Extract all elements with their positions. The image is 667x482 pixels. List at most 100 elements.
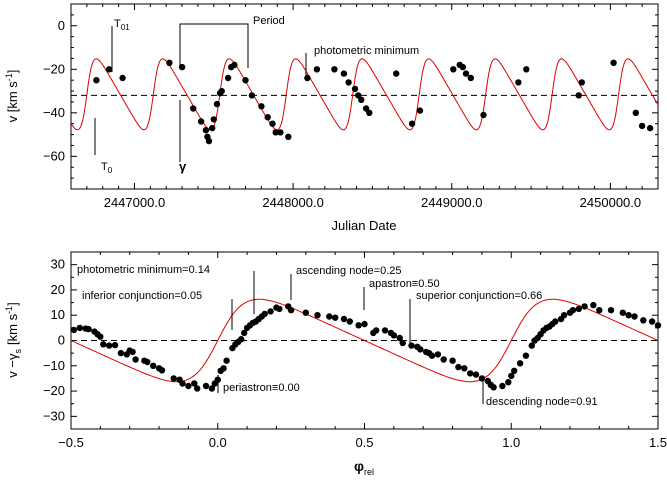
panel2-y-tick-label: −20: [43, 383, 65, 398]
panel2-data-point: [117, 349, 125, 357]
panel2-y-tick-label: 0: [58, 333, 65, 348]
panel1-data-point: [242, 77, 249, 84]
panel1-data-point: [480, 111, 487, 119]
panel1-data-point: [646, 124, 654, 132]
panel2-data-point: [654, 322, 662, 329]
panel1-data-point: [190, 105, 197, 112]
panel2-data-point: [390, 332, 398, 339]
panel2-data-point: [158, 367, 166, 374]
panel1-annotations: T01 T0 Period γ photometric minimum: [94, 15, 419, 175]
panel2-data-point: [326, 313, 333, 320]
panel1-x-axis-label: Julian Date: [331, 218, 396, 233]
panel2-data-point: [267, 308, 274, 315]
panel1-ticks: 2447000.0 2448000.0 2449000.0 2450000.0 0 −20…: [43, 3, 659, 210]
superior-conjunction-label: superior conjunction=0.66: [416, 290, 542, 302]
panel2-data-point: [434, 351, 442, 358]
panel2-data-point: [76, 324, 84, 332]
panel2-x-tick-label: 1.0: [502, 435, 520, 450]
panel2-data-point: [505, 379, 512, 386]
panel2-data-point: [179, 380, 186, 387]
panel1-data-point: [462, 70, 470, 77]
panel1-data-point: [213, 100, 221, 108]
panel2-data-point: [596, 307, 603, 314]
panel1-data-point: [366, 109, 373, 117]
panel2-data-point: [85, 325, 92, 333]
panel2-data-point: [499, 382, 506, 390]
panel2-data-point: [607, 307, 615, 314]
panel1-data-point: [231, 61, 238, 69]
panel1-data-points: [93, 59, 654, 145]
panel2-x-tick-label: −0.5: [58, 435, 84, 450]
period-bracket: [179, 23, 249, 68]
panel1-data-point: [340, 70, 348, 77]
panel2-y-tick-label: 10: [51, 307, 65, 322]
panel1-data-point: [202, 127, 210, 134]
t0-label: T0: [101, 161, 113, 175]
panel2-x-axis-label: φrel: [354, 458, 374, 477]
panel2-data-point: [361, 320, 368, 328]
descending-node-label: descending node=0.91: [486, 396, 598, 408]
panel1-data-point: [272, 129, 279, 136]
panel2-data-point: [191, 380, 198, 387]
panel2-data-point: [261, 310, 268, 318]
panel2-data-point: [287, 307, 295, 314]
panel1-y-tick-label: −60: [43, 148, 65, 163]
panel2-data-points: [70, 301, 662, 392]
panel1-data-point: [515, 79, 522, 86]
panel2-data-point: [194, 385, 201, 392]
panel1-data-point: [304, 74, 311, 82]
panel2-y-tick-label: 30: [51, 257, 65, 272]
panel2-data-point: [508, 372, 515, 380]
panel1-frame: [70, 3, 659, 190]
photometric-minimum-phase-label: photometric minimum=0.14: [77, 264, 210, 276]
panel2-orbit-model-curve: [70, 298, 659, 383]
inferior-conjunction-label: inferior conjunction=0.05: [82, 290, 202, 302]
panel2-data-point: [590, 301, 597, 309]
panel1-data-point: [205, 137, 213, 145]
panel2-data-point: [381, 327, 389, 334]
panel1-data-point: [467, 74, 474, 82]
panel1-data-point: [218, 87, 225, 95]
panel2-data-point: [208, 385, 216, 392]
panel-radial-velocity-vs-julian-date: 2447000.0 2448000.0 2449000.0 2450000.0 0 −20…: [4, 3, 659, 233]
panel2-data-point: [332, 314, 339, 321]
panel2-data-point: [511, 367, 518, 374]
panel2-y-tick-label: 20: [51, 282, 65, 297]
panel1-data-point: [166, 59, 173, 66]
panel2-data-point: [428, 352, 436, 359]
panel2-data-point: [560, 312, 568, 319]
panel1-y-tick-label: −20: [43, 61, 65, 76]
gamma-label: γ: [179, 159, 187, 174]
panel2-data-point: [569, 307, 577, 314]
panel1-data-point: [610, 59, 617, 66]
panel1-data-point: [197, 118, 205, 125]
panel1-data-point: [345, 79, 352, 86]
panel2-data-point: [575, 305, 582, 313]
panel1-data-point: [224, 74, 232, 82]
panel2-data-point: [150, 362, 157, 369]
panel1-data-point: [523, 66, 530, 73]
panel2-data-point: [220, 365, 227, 372]
panel2-data-point: [241, 329, 248, 337]
panel1-data-point: [632, 109, 639, 117]
panel1-y-tick-label: −40: [43, 105, 65, 120]
panel1-data-point: [93, 77, 100, 84]
panel2-data-point: [449, 357, 456, 364]
panel1-data-point: [638, 122, 646, 130]
panel2-data-point: [522, 352, 530, 359]
panel1-data-point: [277, 129, 284, 136]
panel2-data-point: [552, 318, 559, 325]
panel2-data-point: [516, 360, 524, 367]
panel2-data-point: [70, 326, 78, 334]
panel1-x-tick-label: 2448000.0: [262, 195, 323, 210]
panel2-y-tick-label: −30: [43, 408, 65, 423]
panel1-x-tick-label: 2450000.0: [580, 195, 641, 210]
panel2-data-point: [490, 384, 497, 391]
panel2-data-point: [472, 371, 480, 378]
photometric-minimum-label: photometric minimum: [314, 45, 419, 57]
panel2-data-point: [581, 303, 588, 310]
t01-label: T01: [114, 18, 130, 32]
panel1-data-point: [575, 92, 582, 99]
panel1-data-point: [285, 133, 292, 140]
